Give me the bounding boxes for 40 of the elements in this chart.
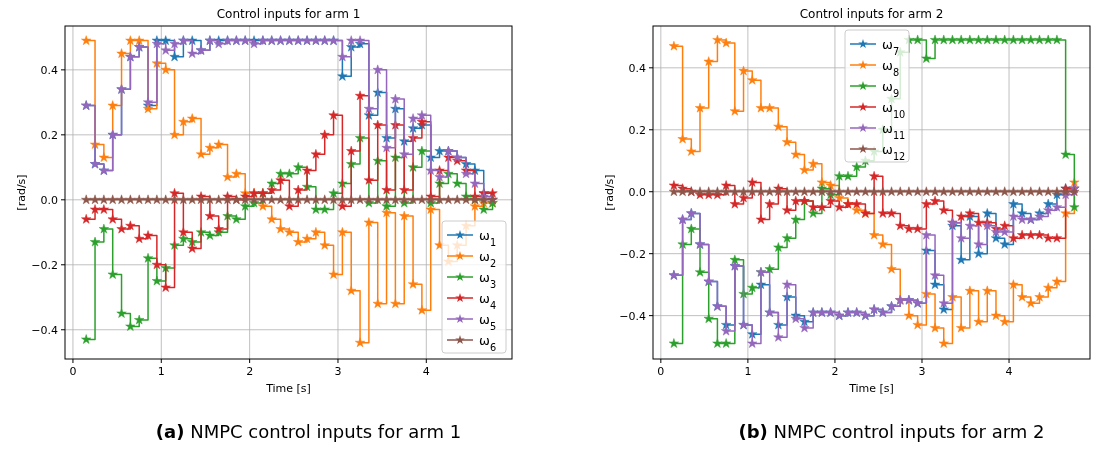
x-tick-label: 1 bbox=[744, 365, 752, 378]
y-axis-title: [rad/s] bbox=[603, 174, 616, 211]
legend-label: ω$_{6}$ bbox=[479, 333, 497, 353]
x-tick-label: 4 bbox=[422, 365, 430, 378]
x-tick-label: 3 bbox=[918, 365, 926, 378]
legend-label: ω$_{3}$ bbox=[479, 270, 497, 290]
text: (a) NMPC control inputs for arm 1 bbox=[155, 421, 462, 442]
x-tick-label: 2 bbox=[246, 365, 254, 378]
legend-label: ω$_{4}$ bbox=[479, 291, 497, 311]
y-tick-label: 0.4 bbox=[40, 63, 58, 77]
x-axis-title: Time [s] bbox=[848, 382, 894, 395]
legend-label: ω$_{9}$ bbox=[882, 79, 900, 99]
y-tick-label: 0.4 bbox=[628, 61, 646, 75]
legend-label: ω$_{10}$ bbox=[882, 100, 906, 120]
x-tick-label: 4 bbox=[1005, 365, 1013, 378]
legend-label: ω$_{1}$ bbox=[479, 228, 497, 248]
legend-label: ω$_{11}$ bbox=[882, 121, 906, 141]
text: (b) NMPC control inputs for arm 2 bbox=[738, 421, 1045, 442]
legend-label: ω$_{2}$ bbox=[479, 249, 497, 269]
chart-title: Control inputs for arm 1 bbox=[216, 7, 361, 21]
x-tick-label: 3 bbox=[334, 365, 342, 378]
x-tick-label: 1 bbox=[157, 365, 165, 378]
y-axis-title: [rad/s] bbox=[15, 174, 28, 211]
legend-label: ω$_{8}$ bbox=[882, 58, 900, 78]
y-tick-label: 0.0 bbox=[40, 193, 58, 207]
y-tick-label: 0.2 bbox=[40, 128, 58, 142]
y-tick-label: −0.4 bbox=[619, 309, 646, 323]
x-tick-label: 0 bbox=[69, 365, 77, 378]
chart-title: Control inputs for arm 2 bbox=[799, 7, 944, 21]
legend-label: ω$_{7}$ bbox=[882, 37, 900, 57]
y-tick-label: −0.4 bbox=[31, 323, 58, 337]
x-tick-label: 0 bbox=[657, 365, 665, 378]
legend-label: ω$_{12}$ bbox=[882, 142, 906, 162]
y-tick-label: −0.2 bbox=[31, 258, 58, 272]
x-tick-label: 2 bbox=[831, 365, 839, 378]
legend-label: ω$_{5}$ bbox=[479, 312, 497, 332]
y-tick-label: −0.2 bbox=[619, 247, 646, 261]
y-tick-label: 0.2 bbox=[628, 123, 646, 137]
x-axis-title: Time [s] bbox=[265, 382, 311, 395]
y-tick-label: 0.0 bbox=[628, 185, 646, 199]
